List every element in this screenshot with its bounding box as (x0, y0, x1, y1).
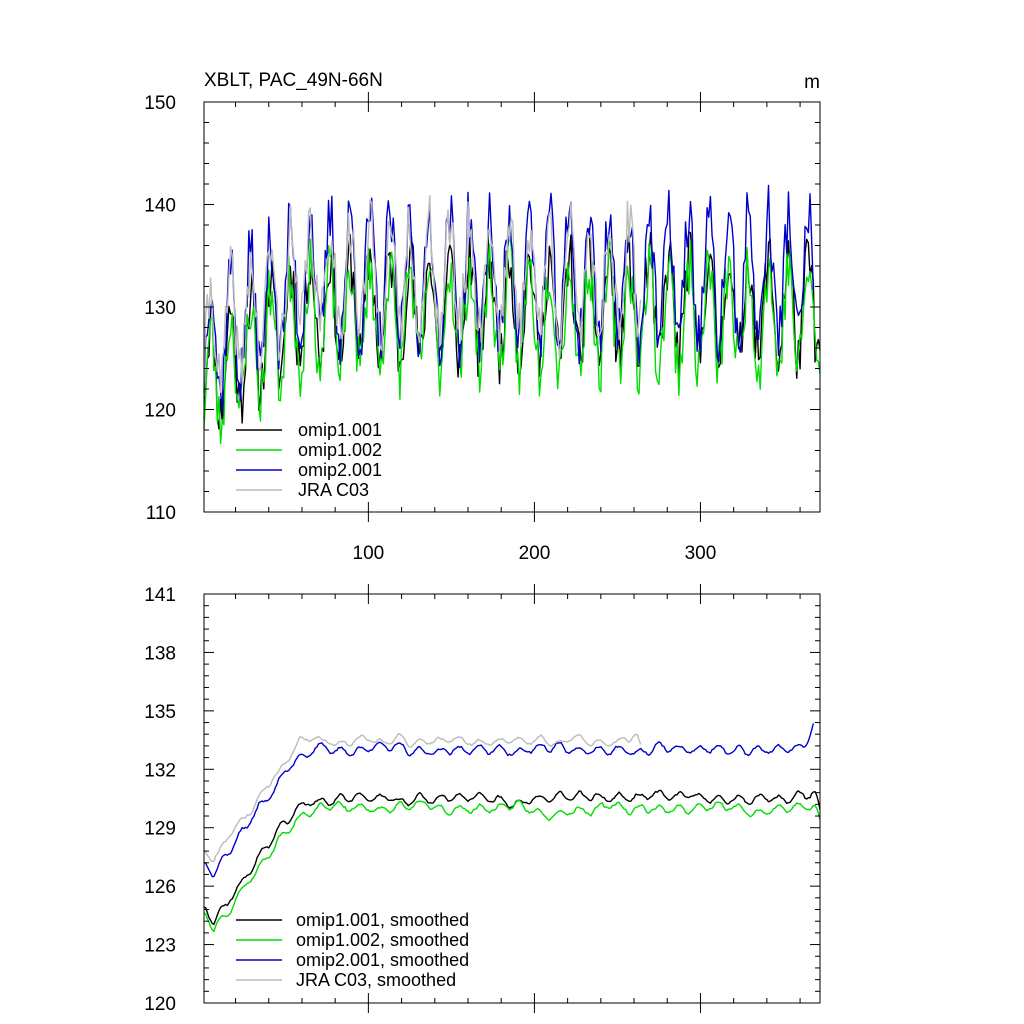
y-tick-label: 135 (144, 702, 176, 723)
legend-entry: JRA C03, smoothed (296, 970, 456, 990)
y-tick-label: 110 (146, 503, 176, 524)
x-tick-label: 300 (685, 543, 717, 564)
top-panel-units: m (804, 72, 820, 93)
series-line-top-0 (203, 227, 821, 430)
series-line-bottom-2 (203, 723, 815, 878)
legend-entry: omip1.002 (298, 440, 382, 460)
legend-entry: omip2.001 (298, 460, 382, 480)
series-line-bottom-0 (203, 789, 821, 925)
series-line-top-3 (203, 194, 642, 393)
y-tick-label: 120 (144, 401, 176, 422)
legend-entry: omip1.001 (298, 420, 382, 440)
top-panel-title: XBLT, PAC_49N-66N (204, 70, 383, 91)
top-panel: 110 120 130 140 150 100 200 300 omip1.001omip1.0… (144, 92, 821, 564)
y-tick-label: 132 (144, 760, 176, 781)
y-tick-label: 140 (144, 196, 176, 217)
series-line-top-2 (203, 184, 815, 414)
y-tick-label: 130 (144, 298, 176, 319)
legend-entry: omip1.002, smoothed (296, 930, 469, 950)
series-line-top-1 (203, 235, 821, 445)
y-tick-label: 138 (144, 643, 176, 664)
y-tick-label: 123 (144, 936, 176, 957)
bottom-panel: 120 123 126 129 132 135 138 141 omip1.001, smoot… (144, 584, 821, 1015)
y-tick-label: 141 (144, 585, 176, 606)
y-tick-label: 120 (144, 994, 176, 1015)
legend-entry: omip1.001, smoothed (296, 910, 469, 930)
series-line-bottom-3 (203, 732, 642, 863)
plot-frame (203, 593, 821, 1004)
x-tick-label: 200 (519, 543, 551, 564)
y-tick-label: 129 (144, 819, 176, 840)
y-tick-label: 150 (144, 93, 176, 114)
x-tick-label: 100 (353, 543, 385, 564)
series-line-bottom-1 (203, 799, 821, 933)
legend-entry: omip2.001, smoothed (296, 950, 469, 970)
legend-entry: JRA C03 (298, 480, 369, 500)
y-tick-label: 126 (144, 877, 176, 898)
